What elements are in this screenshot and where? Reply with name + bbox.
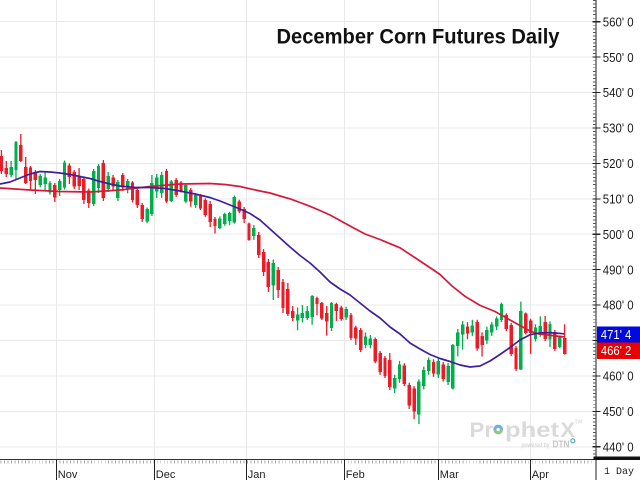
svg-text:DTN: DTN xyxy=(553,440,570,451)
svg-text:550' 0: 550' 0 xyxy=(603,50,634,65)
svg-text:471' 4: 471' 4 xyxy=(601,328,632,342)
svg-text:TM: TM xyxy=(575,420,583,426)
svg-text:Dec: Dec xyxy=(156,469,176,480)
svg-text:Jan: Jan xyxy=(248,469,266,480)
svg-text:Nov: Nov xyxy=(58,469,78,480)
svg-text:phet: phet xyxy=(505,418,559,442)
svg-text:450' 0: 450' 0 xyxy=(603,404,634,419)
svg-text:510' 0: 510' 0 xyxy=(603,191,634,206)
svg-text:December Corn Futures Daily: December Corn Futures Daily xyxy=(277,25,560,49)
svg-text:466' 2: 466' 2 xyxy=(601,344,632,358)
svg-text:powered by: powered by xyxy=(522,442,551,449)
svg-text:460' 0: 460' 0 xyxy=(603,369,634,384)
svg-text:480' 0: 480' 0 xyxy=(603,298,634,313)
svg-text:1 Day: 1 Day xyxy=(604,466,634,478)
svg-text:540' 0: 540' 0 xyxy=(603,85,634,100)
svg-text:440' 0: 440' 0 xyxy=(603,439,634,454)
svg-text:530' 0: 530' 0 xyxy=(603,121,634,136)
svg-text:Apr: Apr xyxy=(532,469,549,480)
svg-text:Pr: Pr xyxy=(470,418,494,442)
svg-text:520' 0: 520' 0 xyxy=(603,156,634,171)
svg-text:560' 0: 560' 0 xyxy=(603,14,634,29)
svg-text:490' 0: 490' 0 xyxy=(603,262,634,277)
svg-text:X: X xyxy=(561,418,576,442)
svg-text:500' 0: 500' 0 xyxy=(603,227,634,242)
svg-text:Mar: Mar xyxy=(440,469,459,480)
svg-text:Feb: Feb xyxy=(346,469,365,480)
